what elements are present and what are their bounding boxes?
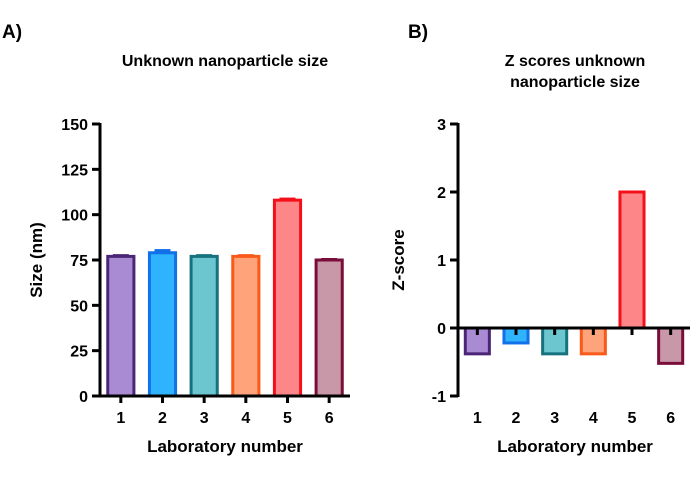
panel-a-y-tick-label: 75: [70, 253, 88, 270]
panel-a-y-axis-label: Size (nm): [27, 222, 46, 298]
panel-a-x-tick-label: 5: [283, 410, 292, 427]
panel-a-x-tick-label: 1: [116, 410, 125, 427]
panel-a-title: Unknown nanoparticle size: [122, 53, 328, 70]
panel-b-x-tick-label: 5: [628, 410, 637, 427]
panel-b-x-tick-label: 1: [473, 410, 482, 427]
panel-b-bar-5: [618, 190, 646, 330]
panel-b-y-tick-label: 3: [437, 117, 446, 134]
panel-a-y-tick-label: 25: [70, 344, 88, 361]
panel-b-title-line-2: nanoparticle size: [510, 74, 640, 91]
panel-b-x-tick-label: 3: [550, 410, 559, 427]
panel-b-title-line-1: Z scores unknown: [505, 53, 645, 70]
panel-a-bar-3: [189, 254, 219, 398]
panel-b-y-tick-label: 1: [437, 253, 446, 270]
panel-a-bar-5: [272, 198, 303, 398]
panel-a-x-tick-label: 2: [158, 410, 167, 427]
panel-a-label: A): [2, 22, 22, 43]
panel-a-bar-1: [106, 254, 136, 398]
panel-b-x-axis-label: Laboratory number: [497, 437, 653, 456]
panel-a: A) Unknown nanoparticle size Laboratory …: [2, 22, 350, 456]
panel-b-y-tick-label: 2: [437, 185, 446, 202]
panel-a-y-tick-label: 150: [61, 117, 88, 134]
panel-b-x-tick-label: 2: [512, 410, 521, 427]
panel-b-y-axis-label: Z-score: [389, 229, 408, 290]
panel-a-x-tick-label: 6: [325, 410, 334, 427]
panel-a-x-axis-label: Laboratory number: [147, 437, 303, 456]
panel-b: B) Z scores unknown nanoparticle size La…: [389, 22, 690, 456]
panel-b-bar-6: [657, 326, 685, 365]
panel-a-x-tick-label: 3: [200, 410, 209, 427]
panel-a-bar-4: [231, 254, 261, 398]
panel-b-y-tick-label: 0: [437, 321, 446, 338]
panel-a-plot-area: 0 25 50 75 100 125 150 1 2 3 4 5 6: [61, 117, 350, 427]
panel-a-y-tick-label: 50: [70, 298, 88, 315]
panel-a-bar-2: [147, 251, 178, 398]
panel-b-plot-area: -1 0 1 2 3 1 2 3 4 5 6: [432, 117, 690, 427]
panel-b-x-tick-label: 6: [666, 410, 675, 427]
panel-b-label: B): [408, 22, 428, 43]
panel-b-y-tick-label: -1: [432, 389, 446, 406]
panel-a-y-tick-label: 125: [61, 162, 88, 179]
panel-a-bar-6: [314, 258, 344, 398]
panel-b-x-tick-label: 4: [589, 410, 598, 427]
panel-a-y-tick-label: 0: [79, 389, 88, 406]
panel-a-y-tick-label: 100: [61, 208, 88, 225]
panel-a-x-tick-label: 4: [241, 410, 250, 427]
